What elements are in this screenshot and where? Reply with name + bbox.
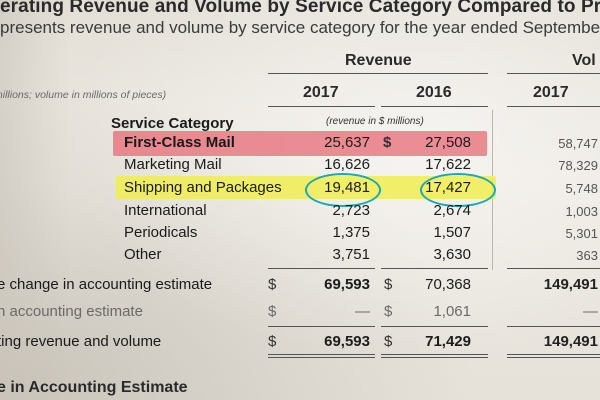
report-title: erating Revenue and Volume by Service Ca… — [0, 0, 600, 17]
revenue-header: Revenue — [345, 52, 412, 69]
other-revenue-2016: 3,630 — [433, 246, 471, 263]
first-class-volume-2017: 58,747 — [558, 136, 598, 151]
service-category-label: Service Category — [111, 115, 234, 132]
first-class-dollar: $ — [383, 134, 392, 151]
marketing-revenue-2017: 16,626 — [324, 156, 370, 173]
double-rule-2016-a — [381, 354, 488, 355]
year-2017-header: 2017 — [303, 84, 339, 101]
first-class-highlight — [113, 131, 487, 156]
summary-2-dollar-2016: $ — [384, 333, 393, 350]
report-subtitle: presents revenue and volume by service c… — [0, 18, 600, 37]
summary-0-value-2017: 69,593 — [324, 276, 370, 293]
first-class-revenue-2016: 27,508 — [425, 134, 471, 151]
double-rule-2017-b — [268, 357, 375, 358]
row-label-first-class: First-Class Mail — [124, 134, 235, 151]
revenue-header-rule — [268, 73, 488, 74]
summary-2-dollar-2017: $ — [268, 333, 277, 350]
periodicals-revenue-2016: 1,507 — [433, 224, 471, 241]
shipping-2016-circle — [420, 173, 496, 207]
subtotal-rule-volume — [507, 268, 600, 269]
summary-label-accounting-estimate: n accounting estimate — [0, 303, 143, 320]
total-rule-volume — [507, 326, 600, 327]
summary-1-dollar-2017: $ — [268, 303, 277, 320]
summary-0-dollar-2017: $ — [268, 276, 277, 293]
row-label-other: Other — [124, 246, 162, 263]
summary-1-dollar-2016: $ — [384, 303, 393, 320]
double-rule-2017-a — [268, 354, 375, 355]
summary-label-total: ting revenue and volume — [0, 333, 162, 350]
marketing-volume-2017: 78,329 — [558, 158, 598, 173]
shipping-2017-circle — [305, 173, 381, 207]
summary-label-before-change: e change in accounting estimate — [0, 276, 213, 293]
row-label-international: International — [124, 202, 207, 219]
summary-1-value-2016: 1,061 — [433, 303, 471, 320]
volume-header-rule — [507, 73, 600, 74]
international-volume-2017: 1,003 — [565, 204, 598, 219]
row-label-periodicals: Periodicals — [124, 224, 198, 241]
first-class-revenue-2017: 25,637 — [324, 134, 370, 151]
summary-2-value-2016: 71,429 — [425, 333, 471, 350]
row-label-marketing: Marketing Mail — [124, 156, 222, 173]
marketing-revenue-2016: 17,622 — [425, 156, 471, 173]
year-2016-header: 2016 — [416, 84, 452, 101]
year-2017-rule — [268, 106, 375, 107]
periodicals-volume-2017: 5,301 — [565, 226, 598, 241]
other-revenue-2017: 3,751 — [332, 246, 370, 263]
periodicals-revenue-2017: 1,375 — [332, 224, 370, 241]
footer-section-heading: e in Accounting Estimate — [0, 379, 188, 396]
international-revenue-2017: 2,723 — [332, 202, 370, 219]
double-rule-volume-a — [507, 354, 600, 355]
subtotal-rule-2017 — [268, 268, 375, 269]
units-note: millions; volume in millions of pieces) — [0, 89, 167, 101]
volume-year-2017-header: 2017 — [533, 84, 569, 101]
summary-0-volume: 149,491 — [543, 276, 598, 293]
total-rule-2016 — [381, 326, 488, 327]
summary-2-value-2017: 69,593 — [324, 333, 370, 350]
summary-1-value-2017: — — [355, 303, 370, 320]
revenue-unit-note: (revenue in $ millions) — [326, 116, 424, 127]
summary-2-volume: 149,491 — [543, 333, 598, 350]
international-revenue-2016: 2,674 — [433, 202, 471, 219]
other-volume-2017: 363 — [576, 248, 598, 263]
double-rule-2016-b — [381, 357, 488, 358]
year-2016-rule — [381, 106, 488, 107]
subtotal-rule-2016 — [381, 268, 488, 269]
total-rule-2017 — [268, 326, 375, 327]
double-rule-volume-b — [507, 357, 600, 358]
summary-1-volume: — — [583, 303, 598, 320]
volume-header: Vol — [572, 52, 596, 69]
row-label-shipping: Shipping and Packages — [124, 179, 282, 196]
volume-year-rule — [507, 106, 600, 107]
summary-0-value-2016: 70,368 — [425, 276, 471, 293]
summary-0-dollar-2016: $ — [384, 276, 393, 293]
shipping-volume-2017: 5,748 — [565, 181, 598, 196]
